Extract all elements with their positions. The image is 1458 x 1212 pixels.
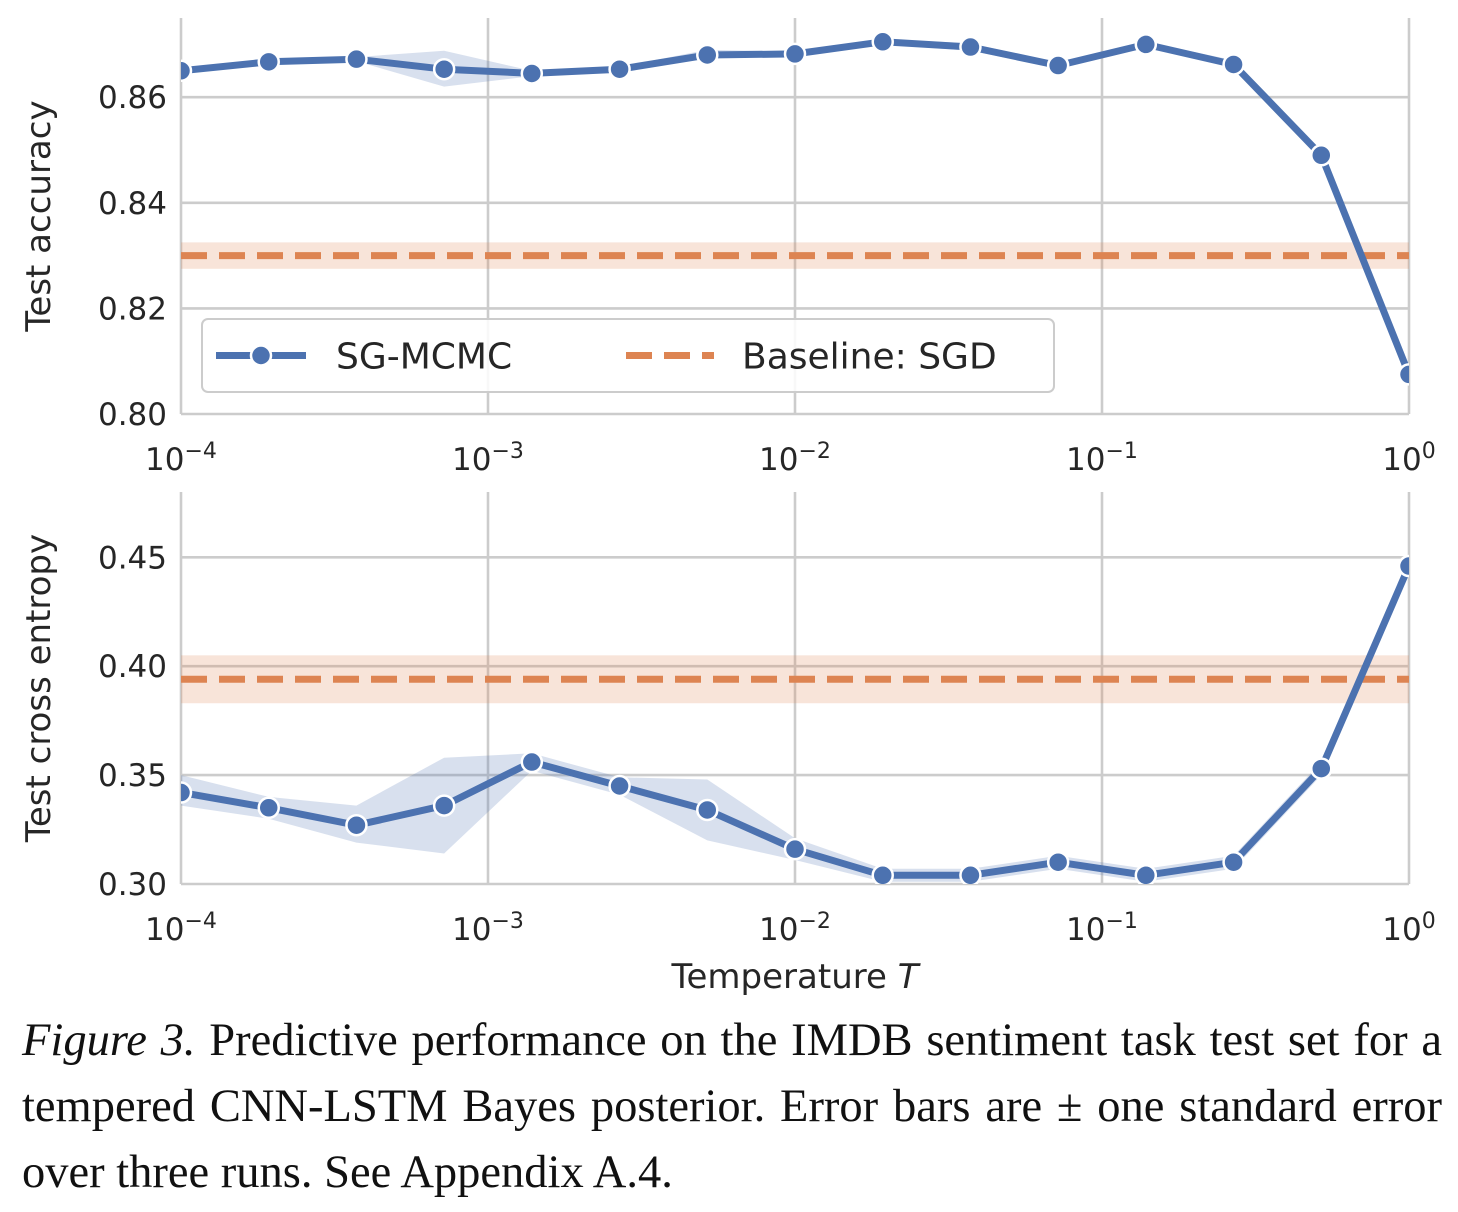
sgmcmc-point bbox=[181, 59, 193, 83]
x-tick-label: 10−1 bbox=[1066, 439, 1138, 478]
y-axis-label: Test cross entropy bbox=[19, 534, 59, 843]
figure-canvas: 0.80 0.82 0.84 0.86 10−4 10−3 10−2 10−1 100 Test … bbox=[19, 18, 1436, 997]
sgmcmc-point bbox=[1134, 864, 1158, 884]
legend-sgmcmc-marker bbox=[249, 344, 273, 367]
x-tick-label: 10−3 bbox=[452, 909, 524, 948]
y-tick-label: 0.40 bbox=[98, 649, 167, 685]
y-tick-label: 0.80 bbox=[98, 397, 167, 433]
sgmcmc-point bbox=[181, 781, 193, 804]
sgmcmc-point bbox=[783, 42, 807, 66]
y-tick-label: 0.84 bbox=[98, 186, 167, 222]
x-tick-label: 10−3 bbox=[452, 439, 524, 478]
x-axis-label: Temperature T bbox=[671, 957, 921, 997]
sgmcmc-point bbox=[520, 62, 544, 85]
y-tick-label: 0.82 bbox=[98, 291, 167, 327]
sgmcmc-point bbox=[1134, 33, 1158, 56]
sgmcmc-point bbox=[1222, 53, 1245, 76]
sgmcmc-point bbox=[696, 798, 719, 822]
sgmcmc-point bbox=[608, 57, 631, 81]
sgmcmc-point bbox=[783, 837, 807, 861]
sgmcmc-point bbox=[432, 57, 456, 81]
figure-caption: Figure 3. Predictive performance on the … bbox=[22, 1008, 1442, 1206]
sgmcmc-point bbox=[1310, 757, 1333, 780]
caption-text: Predictive performance on the IMDB senti… bbox=[22, 1015, 1442, 1198]
legend-baseline-label: Baseline: SGD bbox=[742, 337, 997, 378]
y-tick-label: 0.86 bbox=[98, 80, 167, 116]
accuracy-panel: 0.80 0.82 0.84 0.86 10−4 10−3 10−2 10−1 100 Test … bbox=[19, 18, 1436, 478]
y-tick-label: 0.30 bbox=[98, 867, 167, 903]
sgmcmc-point bbox=[520, 750, 544, 774]
sgmcmc-point bbox=[959, 864, 982, 884]
sgmcmc-point bbox=[1310, 144, 1333, 167]
sgmcmc-point bbox=[608, 774, 631, 798]
legend: SG-MCMC Baseline: SGD bbox=[201, 318, 1055, 393]
x-tick-label: 10−1 bbox=[1066, 909, 1138, 948]
sgmcmc-point bbox=[871, 864, 894, 884]
sgmcmc-point bbox=[871, 30, 894, 54]
sgmcmc-error-band bbox=[181, 559, 1409, 882]
y-tick-label: 0.45 bbox=[98, 540, 167, 576]
sgmcmc-point bbox=[257, 796, 280, 820]
plot-area bbox=[181, 554, 1409, 884]
legend-sgmcmc-label: SG-MCMC bbox=[336, 337, 512, 378]
sgmcmc-point bbox=[432, 794, 456, 817]
sgmcmc-point bbox=[959, 35, 982, 59]
sgmcmc-point bbox=[1046, 54, 1070, 77]
y-tick-label: 0.35 bbox=[98, 758, 167, 794]
x-tick-label: 10−2 bbox=[759, 439, 831, 478]
sgmcmc-point bbox=[1397, 363, 1409, 386]
sgmcmc-point bbox=[1046, 850, 1070, 874]
sgmcmc-point bbox=[696, 43, 719, 67]
sgmcmc-point bbox=[1222, 850, 1245, 874]
x-tick-label: 100 bbox=[1382, 439, 1435, 478]
plot-area bbox=[181, 30, 1409, 386]
sgmcmc-point bbox=[1397, 554, 1409, 578]
caption-label: Figure 3. bbox=[22, 1015, 196, 1066]
cross-entropy-panel: 0.30 0.35 0.40 0.45 10−4 10−3 10−2 10−1 100 Test … bbox=[19, 492, 1436, 997]
x-tick-label: 100 bbox=[1382, 909, 1435, 948]
x-tick-label: 10−4 bbox=[145, 909, 217, 948]
y-axis-label: Test accuracy bbox=[19, 100, 59, 332]
x-tick-label: 10−2 bbox=[759, 909, 831, 948]
sgmcmc-point bbox=[257, 50, 280, 74]
x-tick-label: 10−4 bbox=[145, 439, 217, 478]
sgmcmc-point bbox=[345, 47, 368, 71]
sgmcmc-point bbox=[345, 813, 368, 837]
